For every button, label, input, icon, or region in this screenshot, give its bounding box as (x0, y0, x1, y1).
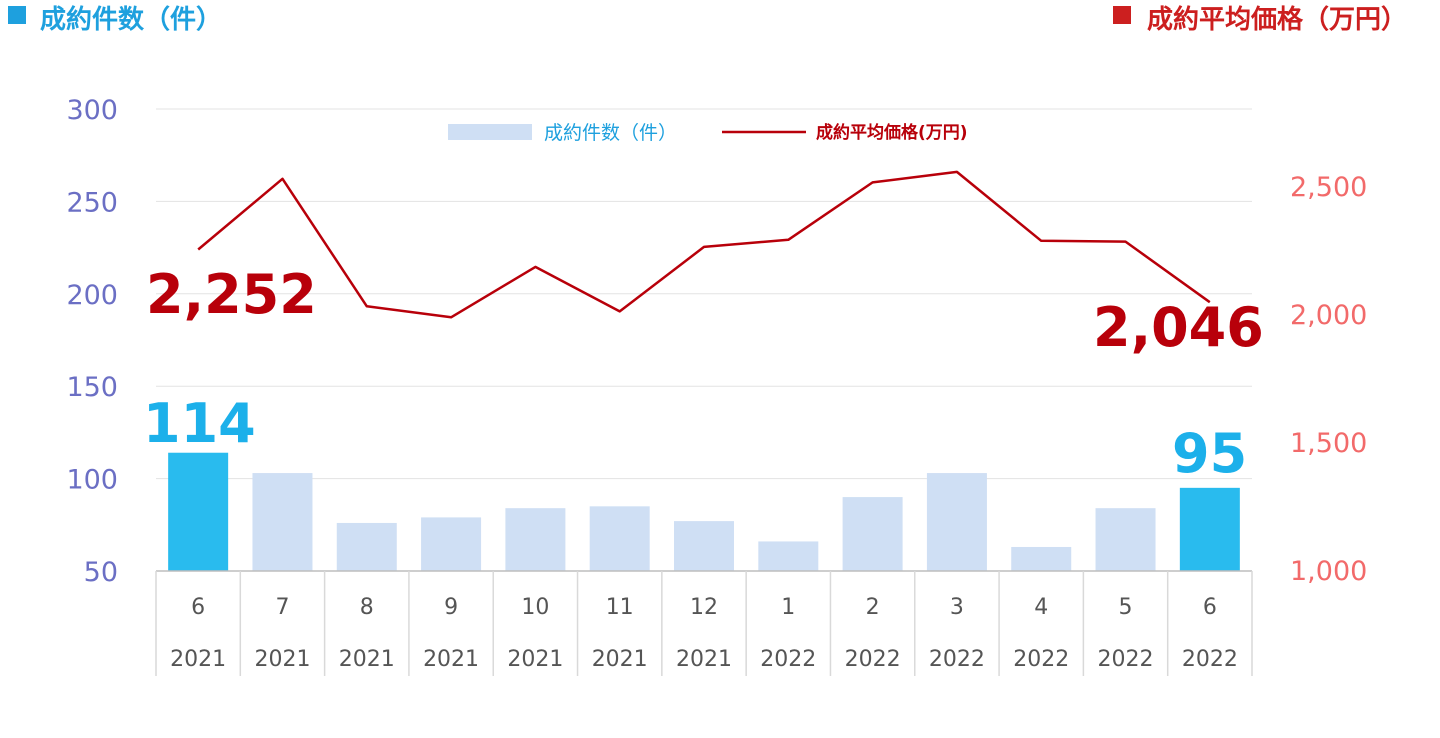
bar (842, 497, 903, 571)
bar (589, 506, 650, 571)
x-tick-month: 6 (191, 595, 205, 620)
right-title-swatch (1113, 6, 1131, 24)
bar (421, 517, 482, 571)
left-axis-tick-label: 300 (66, 95, 118, 126)
left-title: 成約件数（件） (40, 4, 222, 35)
x-tick-year: 2022 (1182, 647, 1238, 672)
x-tick-month: 11 (606, 595, 634, 620)
bar (926, 473, 987, 571)
right-axis-tick-label: 1,500 (1290, 428, 1367, 459)
left-axis-ticks: 300 250 200 150 100 50 (66, 95, 118, 588)
x-tick-month: 4 (1034, 595, 1048, 620)
x-tick-year: 2021 (676, 647, 732, 672)
x-tick-year: 2021 (423, 647, 479, 672)
x-tick-year: 2022 (929, 647, 985, 672)
bar-series (168, 452, 1240, 571)
left-title-swatch (8, 6, 26, 24)
x-tick-month: 10 (521, 595, 549, 620)
x-tick-month: 2 (866, 595, 880, 620)
x-tick-month: 6 (1203, 595, 1217, 620)
bar (1011, 546, 1072, 571)
right-axis-tick-label: 2,500 (1290, 172, 1367, 203)
x-tick-month: 9 (444, 595, 458, 620)
legend-bar-swatch (448, 124, 532, 140)
line-last-value-label: 2,046 (1093, 296, 1264, 359)
x-tick-year: 2021 (339, 647, 395, 672)
bar-first-value-label: 114 (143, 392, 256, 455)
bar (336, 522, 397, 571)
x-tick-year: 2022 (845, 647, 901, 672)
bar-last-value-label: 95 (1172, 422, 1247, 485)
bar (1095, 508, 1156, 571)
x-tick-month: 3 (950, 595, 964, 620)
x-tick-year: 2021 (592, 647, 648, 672)
right-axis-ticks: 2,500 2,000 1,500 1,000 (1290, 172, 1367, 587)
left-axis-tick-label: 150 (66, 372, 118, 403)
x-tick-year: 2022 (760, 647, 816, 672)
left-axis-tick-label: 200 (66, 280, 118, 311)
bar (1179, 487, 1240, 571)
bar (252, 473, 313, 571)
bar (674, 521, 734, 571)
left-axis-tick-label: 250 (66, 187, 118, 218)
x-tick-month: 5 (1119, 595, 1133, 620)
right-title: 成約平均価格（万円） (1147, 4, 1407, 35)
right-axis-tick-label: 1,000 (1290, 556, 1367, 587)
x-tick-month: 7 (275, 595, 289, 620)
line-series (197, 170, 1211, 319)
legend-line-label: 成約平均価格(万円) (816, 122, 968, 143)
x-tick-year: 2022 (1098, 647, 1154, 672)
gridlines (156, 108, 1252, 480)
x-tick-month: 1 (781, 595, 795, 620)
legend-bar-label: 成約件数（件） (544, 122, 677, 144)
x-tick-month: 12 (690, 595, 718, 620)
x-tick-year: 2021 (170, 647, 226, 672)
x-tick-month: 8 (360, 595, 374, 620)
x-tick-year: 2021 (254, 647, 310, 672)
x-tick-year: 2022 (1013, 647, 1069, 672)
left-axis-tick-label: 50 (84, 557, 118, 588)
x-tick-year: 2021 (507, 647, 563, 672)
bar (168, 452, 229, 571)
price-line (197, 170, 1211, 319)
bar (505, 508, 566, 571)
right-axis-tick-label: 2,000 (1290, 300, 1367, 331)
bar (758, 541, 819, 571)
line-first-value-label: 2,252 (146, 263, 317, 326)
x-axis: 6202172021820219202110202111202112202112… (155, 570, 1253, 676)
left-axis-tick-label: 100 (66, 465, 118, 496)
